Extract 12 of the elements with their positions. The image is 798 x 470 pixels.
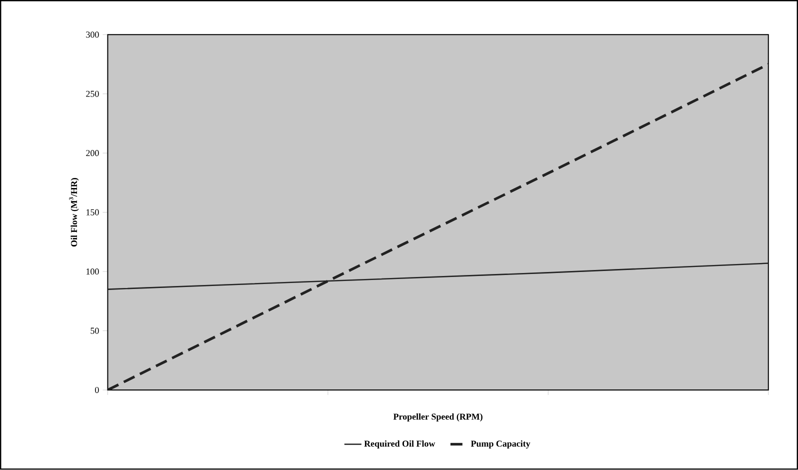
line-series bbox=[108, 63, 768, 390]
y-axis-title: Oil Flow (M$^{3}$/HR) bbox=[69, 178, 79, 247]
y-tick-label: 250 bbox=[86, 90, 99, 98]
y-tick-label: 50 bbox=[90, 328, 99, 334]
y-tick-label: 300 bbox=[86, 32, 99, 38]
y-tick-label: 100 bbox=[86, 268, 99, 275]
y-tick-label: 0 bbox=[95, 387, 99, 394]
y-tick-label: 150 bbox=[86, 209, 99, 216]
legend-label: Required Oil Flow bbox=[364, 440, 436, 449]
y-tick-label: 200 bbox=[86, 150, 99, 156]
x-axis-title: Propeller Speed (RPM) bbox=[393, 414, 482, 422]
legend-label: Pump Capacity bbox=[470, 440, 530, 449]
